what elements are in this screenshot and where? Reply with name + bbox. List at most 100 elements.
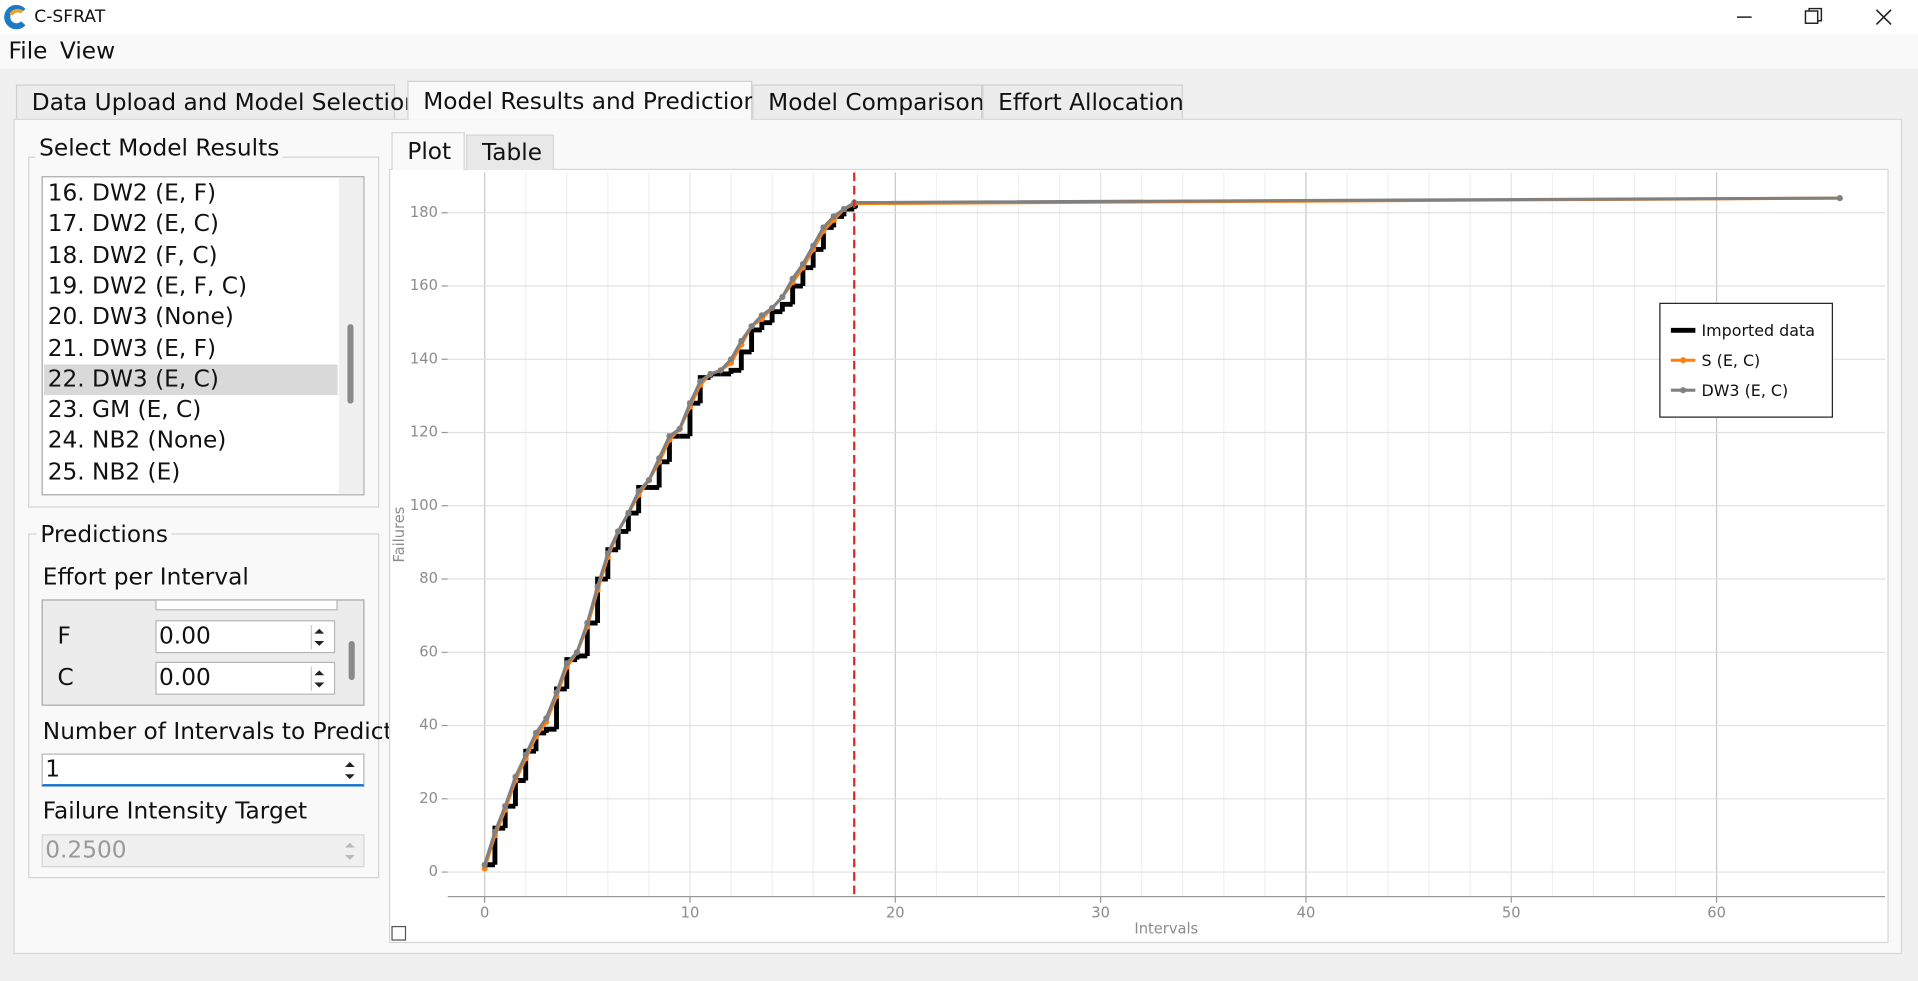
menu-item[interactable]: View — [59, 37, 116, 65]
window-title: C-SFRAT — [34, 7, 106, 27]
scroll-thumb[interactable] — [347, 324, 354, 404]
model-point — [717, 367, 724, 374]
data-step — [625, 510, 639, 532]
scrollbar[interactable] — [338, 177, 364, 495]
spin-arrows[interactable] — [310, 625, 327, 650]
chart: 0 10 20 30 40 50 60 0 20 40 60 80 100 120 140 160 180 Int… — [391, 172, 1885, 938]
list-item[interactable]: 22. DW3 (E, C) — [44, 364, 338, 395]
x-tick-label: 20 — [886, 905, 905, 922]
input-value: 1 — [45, 755, 61, 783]
y-tick-label: 40 — [419, 717, 438, 734]
x-tick-label: 40 — [1297, 905, 1316, 922]
auto-range-button[interactable] — [391, 925, 407, 941]
tab[interactable]: Plot — [391, 132, 465, 171]
model-point — [502, 803, 509, 810]
data-step — [615, 528, 629, 550]
predictions-group — [28, 533, 380, 879]
spin-arrow-icon — [314, 670, 325, 688]
spin-arrows[interactable] — [341, 757, 358, 784]
data-step — [574, 653, 588, 660]
data-step — [749, 327, 762, 352]
model-point — [645, 477, 652, 484]
legend-label: Imported data — [1701, 321, 1814, 340]
model-line — [483, 196, 1840, 866]
y-tick-label: 80 — [419, 570, 438, 587]
field-label: Number of Intervals to Predict — [42, 718, 393, 745]
model-point — [563, 660, 570, 667]
model-point — [727, 356, 735, 363]
input-value: 0.00 — [159, 622, 211, 650]
model-point — [799, 260, 806, 268]
list-item[interactable]: 19. DW2 (E, F, C) — [47, 272, 248, 300]
model-point — [666, 433, 673, 440]
tab[interactable]: Model Results and Predictions — [407, 80, 770, 120]
x-tick-label: 10 — [681, 905, 700, 922]
scroll-thumb[interactable] — [348, 640, 355, 681]
effort-input[interactable]: 0.00 — [155, 620, 336, 654]
model-point — [635, 488, 642, 495]
data-step — [513, 778, 526, 807]
input-value: 0.00 — [159, 664, 211, 692]
data-step — [543, 726, 557, 733]
model-point — [769, 304, 776, 312]
x-tick-label: 50 — [1502, 905, 1521, 922]
model-point — [604, 550, 611, 557]
intervals-input[interactable]: 1 — [41, 753, 365, 787]
window-controls[interactable] — [1725, 0, 1918, 34]
x-tick-label: 60 — [1707, 905, 1726, 922]
tab[interactable]: Data Upload and Model Selection — [15, 84, 419, 119]
menu-item[interactable]: File — [8, 37, 48, 65]
spinbox[interactable] — [155, 600, 338, 611]
model-point — [758, 312, 765, 319]
tab[interactable]: Effort Allocation — [982, 84, 1184, 119]
list-item[interactable]: 16. DW2 (E, F) — [47, 179, 217, 207]
model-point — [1836, 195, 1843, 202]
spin-arrows[interactable] — [310, 666, 327, 692]
list-item[interactable]: 21. DW3 (E, F) — [47, 334, 217, 362]
data-step — [595, 576, 608, 624]
list-item[interactable]: 23. GM (E, C) — [47, 396, 202, 424]
model-point — [584, 619, 591, 627]
model-point — [697, 378, 704, 385]
model-point — [820, 224, 827, 231]
tab[interactable]: Model Comparison — [752, 84, 985, 119]
y-tick-label: 100 — [410, 497, 438, 514]
list-item[interactable]: 24. NB2 (None) — [47, 427, 227, 455]
model-point — [656, 455, 663, 462]
list-item[interactable]: 25. NB2 (E) — [47, 458, 181, 486]
model-point — [481, 861, 488, 868]
tab[interactable]: Table — [466, 134, 555, 171]
model-point — [676, 425, 683, 432]
model-point — [789, 275, 796, 282]
model-point — [779, 293, 786, 301]
y-tick-label: 120 — [410, 424, 438, 441]
y-tick-label: 60 — [419, 643, 438, 660]
model-point — [594, 583, 601, 590]
data-step — [738, 349, 752, 371]
x-tick-label: 0 — [480, 905, 489, 922]
model-point — [573, 649, 581, 656]
effort-input[interactable]: 0.00 — [155, 661, 336, 695]
effort-box: F 0.00 C 0.00 — [41, 599, 365, 706]
effort-label: F — [57, 622, 71, 650]
y-tick-label: 180 — [410, 204, 438, 221]
data-step — [790, 283, 803, 305]
model-point — [840, 206, 848, 213]
plot-frame — [388, 168, 1889, 944]
model-list[interactable]: 16. DW2 (E, F) 17. DW2 (E, C) 18. DW2 (F, … — [41, 176, 365, 496]
model-point — [707, 370, 714, 377]
title-bar: C-SFRAT — [0, 0, 1918, 35]
list-item[interactable]: 20. DW3 (None) — [47, 303, 234, 331]
menu-bar — [0, 34, 1918, 69]
model-line — [483, 196, 1840, 869]
model-point — [512, 773, 519, 780]
list-item[interactable]: 17. DW2 (E, C) — [47, 210, 219, 238]
model-point — [686, 400, 694, 407]
spin-arrows — [344, 842, 355, 860]
spin-arrow-icon — [314, 628, 325, 646]
model-point — [491, 828, 498, 835]
data-step — [769, 309, 783, 323]
list-item[interactable]: 18. DW2 (F, C) — [47, 241, 218, 269]
